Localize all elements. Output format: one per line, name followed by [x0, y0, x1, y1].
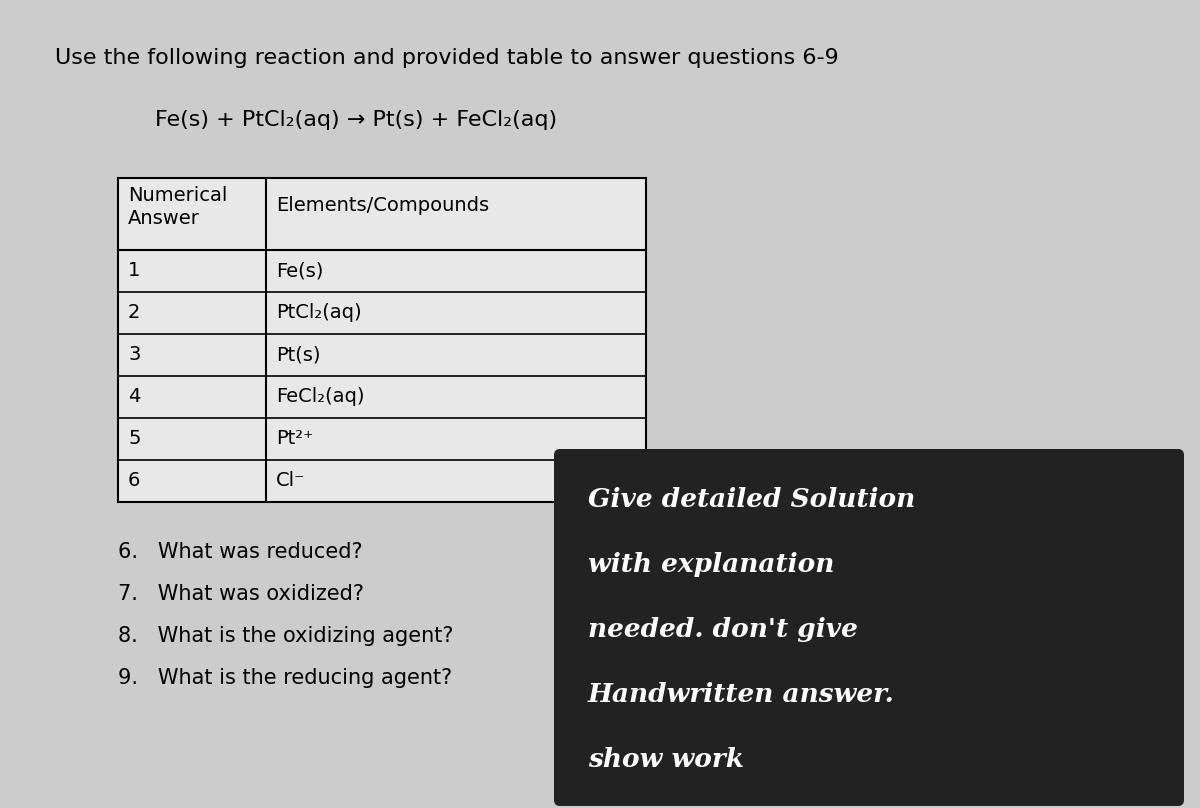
Text: 1: 1: [128, 262, 140, 280]
Text: 4: 4: [128, 388, 140, 406]
Text: 2: 2: [128, 304, 140, 322]
Text: 6: 6: [128, 472, 140, 490]
Text: Pt²⁺: Pt²⁺: [276, 430, 313, 448]
Text: 7.   What was oxidized?: 7. What was oxidized?: [118, 584, 364, 604]
Text: 8.   What is the oxidizing agent?: 8. What is the oxidizing agent?: [118, 626, 454, 646]
Text: Handwritten answer.: Handwritten answer.: [588, 682, 895, 707]
Text: 9.   What is the reducing agent?: 9. What is the reducing agent?: [118, 668, 452, 688]
FancyBboxPatch shape: [554, 449, 1184, 806]
FancyBboxPatch shape: [118, 178, 646, 502]
Text: 6.   What was reduced?: 6. What was reduced?: [118, 542, 362, 562]
Text: Numerical
Answer: Numerical Answer: [128, 186, 227, 229]
Text: Give detailed Solution: Give detailed Solution: [588, 487, 916, 512]
Text: 3: 3: [128, 346, 140, 364]
Text: PtCl₂(aq): PtCl₂(aq): [276, 304, 361, 322]
Text: FeCl₂(aq): FeCl₂(aq): [276, 388, 365, 406]
Text: Fe(s): Fe(s): [276, 262, 323, 280]
Text: Elements/Compounds: Elements/Compounds: [276, 196, 490, 215]
Text: Use the following reaction and provided table to answer questions 6-9: Use the following reaction and provided …: [55, 48, 839, 68]
Text: show work: show work: [588, 747, 744, 772]
Text: Cl⁻: Cl⁻: [276, 472, 305, 490]
Text: with explanation: with explanation: [588, 552, 834, 577]
Text: Fe(s) + PtCl₂(aq) → Pt(s) + FeCl₂(aq): Fe(s) + PtCl₂(aq) → Pt(s) + FeCl₂(aq): [155, 110, 557, 130]
Text: Pt(s): Pt(s): [276, 346, 320, 364]
Text: needed. don't give: needed. don't give: [588, 617, 858, 642]
Text: 5: 5: [128, 430, 140, 448]
